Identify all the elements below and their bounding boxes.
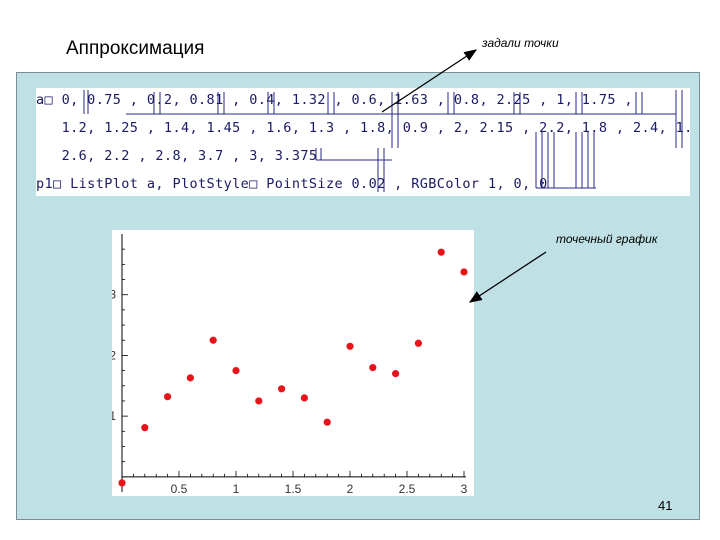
scatter-plot: 0.5 1 1.5 2 2.5 3 1 2 3 xyxy=(109,230,474,496)
data-point xyxy=(278,385,286,393)
code-input-box[interactable]: a□ 0, 0.75 , 0.2, 0.81 , 0.4, 1.32 , 0.6… xyxy=(36,88,690,196)
data-point xyxy=(209,336,217,344)
code-line-1: a□ 0, 0.75 , 0.2, 0.81 , 0.4, 1.32 , 0.6… xyxy=(36,92,633,108)
data-points-arrow xyxy=(381,49,478,113)
x-tick-label: 2.5 xyxy=(399,482,416,496)
code-line-3: 2.6, 2.2 , 2.8, 3.7 , 3, 3.375 xyxy=(36,148,318,164)
data-point xyxy=(164,393,172,401)
data-point xyxy=(369,363,377,372)
data-point xyxy=(118,479,126,487)
data-point xyxy=(186,374,194,382)
y-tick-label: 1 xyxy=(112,409,116,423)
code-line-2: 1.2, 1.25 , 1.4, 1.45 , 1.6, 1.3 , 1.8, … xyxy=(36,120,690,136)
slide-title: Аппроксимация xyxy=(66,38,205,59)
y-tick-label: 2 xyxy=(112,348,116,362)
x-tick-label: 1.5 xyxy=(285,482,302,496)
data-point xyxy=(414,339,422,347)
data-point xyxy=(392,370,400,378)
data-points-note: задали точки xyxy=(482,36,559,50)
data-point xyxy=(141,424,149,432)
y-tick-label: 3 xyxy=(112,288,116,302)
scatter-plot-svg: 0.5 1 1.5 2 2.5 3 1 2 3 xyxy=(109,234,468,496)
cell-bracket-lines xyxy=(83,90,683,192)
data-point xyxy=(232,366,240,375)
x-tick-label: 2 xyxy=(347,482,354,496)
plot-note: точечный график xyxy=(556,232,658,246)
x-tick-label: 1 xyxy=(233,482,240,496)
data-point xyxy=(255,397,263,405)
x-tick-label: 3 xyxy=(461,482,468,496)
data-point xyxy=(460,268,468,276)
code-line-4: p1□ ListPlot a, PlotStyle□ PointSize 0.0… xyxy=(36,176,548,192)
data-point xyxy=(346,342,354,350)
data-point xyxy=(437,248,445,256)
data-point xyxy=(323,418,331,426)
x-tick-label: 0.5 xyxy=(171,482,188,496)
page-number: 41 xyxy=(658,498,673,513)
plot-arrow xyxy=(468,251,547,303)
data-point xyxy=(300,394,308,402)
